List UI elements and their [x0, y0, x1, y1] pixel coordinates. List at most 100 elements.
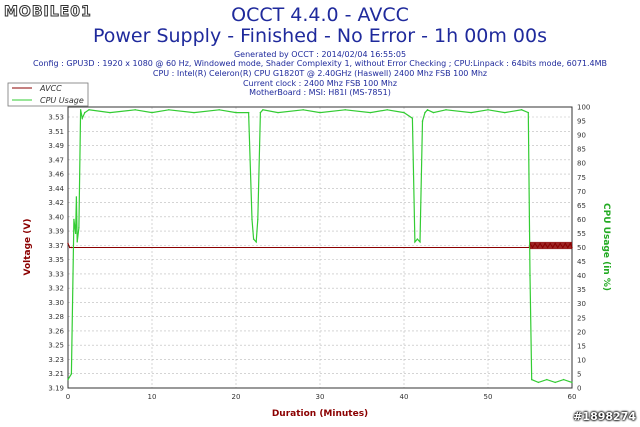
clock-info: Current clock : 2400 Mhz FSB 100 Mhz: [242, 79, 398, 88]
cpu-usage-point: [302, 109, 304, 111]
motherboard-info: MotherBoard : MSI: H81I (MS-7851): [249, 88, 391, 97]
y2-tick-label: 0: [577, 385, 581, 393]
avcc-point: [67, 242, 69, 245]
avcc-point: [69, 246, 71, 249]
y2-tick-label: 30: [577, 300, 586, 308]
cpu-usage-point: [78, 227, 80, 229]
cpu-usage-point: [319, 111, 321, 114]
cpu-usage-point: [255, 241, 257, 243]
cpu-usage-point: [88, 109, 90, 111]
y-tick-label: 3.51: [48, 128, 64, 136]
y2-tick-label: 100: [577, 104, 590, 112]
x-axis-label: Duration (Minutes): [272, 409, 368, 419]
cpu-usage-point: [416, 238, 419, 240]
y2-tick-label: 15: [577, 342, 586, 350]
y2-tick-label: 70: [577, 188, 586, 196]
y-tick-label: 3.35: [48, 256, 64, 264]
cpu-usage-point: [134, 109, 136, 111]
y2-tick-label: 55: [577, 230, 586, 238]
x-tick-label: 30: [316, 393, 325, 401]
grid: [68, 107, 572, 389]
y-tick-label: 3.37: [48, 242, 64, 250]
y-tick-label: 3.39: [48, 228, 64, 236]
x-tick-label: 10: [148, 393, 157, 401]
y-tick-label: 3.44: [48, 185, 64, 193]
cpu-usage-point: [369, 111, 372, 114]
y-tick-label: 3.30: [48, 299, 64, 307]
cpu-usage-point: [344, 109, 346, 111]
cpu-usage-point: [426, 109, 429, 111]
series-cpu-usage-line: [67, 109, 573, 384]
y2-tick-label: 95: [577, 118, 586, 126]
cpu-usage-point: [262, 109, 264, 111]
y2-tick-label: 90: [577, 132, 586, 140]
cpu-usage-point: [247, 111, 250, 114]
y2-axis-label: CPU Usage (in %): [601, 203, 611, 291]
y-tick-label: 3.42: [48, 199, 64, 207]
legend: AVCC CPU Usage: [7, 82, 89, 107]
y2-tick-label: 80: [577, 160, 586, 168]
y-axis-label: Voltage (V): [23, 219, 33, 276]
generated-info: Generated by OCCT : 2014/02/04 16:55:05: [233, 50, 407, 59]
cpu-usage-point: [73, 218, 75, 221]
legend-label-cpu: CPU Usage: [40, 96, 84, 105]
mobile01-logo: MOBILE01: [4, 4, 92, 21]
cpu-usage-point: [562, 378, 565, 381]
cpu-usage-point: [411, 117, 414, 119]
y2-tick-label: 5: [577, 370, 581, 378]
cpu-usage-point: [277, 111, 279, 114]
avcc-noise-band: [530, 241, 572, 250]
y-tick-label: 3.21: [48, 370, 64, 378]
cpu-usage-point: [419, 241, 421, 243]
cpu-usage-point: [527, 111, 529, 114]
avcc-point: [70, 246, 73, 249]
x-tick-label: 0: [66, 393, 70, 401]
cpu-usage-point: [70, 373, 73, 375]
cpu-usage-point: [67, 378, 69, 381]
x-tick-label: 40: [400, 393, 409, 401]
cpu-info: CPU : Intel(R) Celeron(R) CPU G1820T @ 2…: [152, 69, 488, 78]
cpu-usage-point: [257, 218, 259, 221]
cpu-usage-point: [79, 109, 82, 111]
cpu-usage-point: [421, 120, 424, 122]
cpu-usage-point: [432, 111, 435, 114]
cpu-usage-point: [168, 109, 170, 111]
cpu-usage-point: [259, 111, 262, 114]
y-tick-label: 3.49: [48, 142, 64, 150]
cpu-usage-point: [251, 218, 253, 221]
cpu-usage-point: [531, 378, 533, 381]
y2-tick-label: 40: [577, 272, 586, 280]
x-tick-label: 20: [232, 393, 241, 401]
legend-label-avcc: AVCC: [39, 84, 62, 93]
chart-title: OCCT 4.4.0 - AVCC: [231, 4, 409, 26]
cpu-usage-point: [546, 378, 548, 381]
cpu-usage-point: [537, 381, 540, 384]
cpu-usage-point: [403, 111, 405, 114]
cpu-usage-point: [218, 109, 220, 111]
y-tick-label: 3.46: [48, 171, 64, 179]
cpu-usage-point: [520, 109, 523, 111]
y2-tick-label: 85: [577, 146, 586, 154]
chart-subtitle: Power Supply - Finished - No Error - 1h …: [92, 25, 548, 47]
watermark: #1898274: [573, 410, 636, 423]
y-tick-label: 3.33: [48, 270, 64, 278]
y2-tick-label: 25: [577, 314, 586, 322]
y2-tick-label: 60: [577, 216, 586, 224]
y-tick-label: 3.47: [48, 156, 64, 164]
cpu-usage-point: [76, 241, 78, 243]
cpu-usage-point: [81, 117, 84, 119]
y2-tick-label: 75: [577, 174, 586, 182]
cpu-usage-point: [529, 274, 531, 277]
cpu-usage-point: [75, 196, 78, 198]
y2-tick-label: 45: [577, 258, 586, 266]
y2-tick-label: 35: [577, 286, 586, 294]
cpu-usage-point: [487, 109, 489, 111]
y-tick-label: 3.53: [48, 114, 64, 122]
x-tick-label: 50: [484, 393, 493, 401]
y-tick-label: 3.26: [48, 327, 64, 335]
y-tick-label: 3.25: [48, 342, 64, 350]
cpu-usage-point: [74, 232, 77, 235]
cpu-usage-point: [414, 241, 416, 243]
cpu-usage-point: [554, 381, 556, 384]
